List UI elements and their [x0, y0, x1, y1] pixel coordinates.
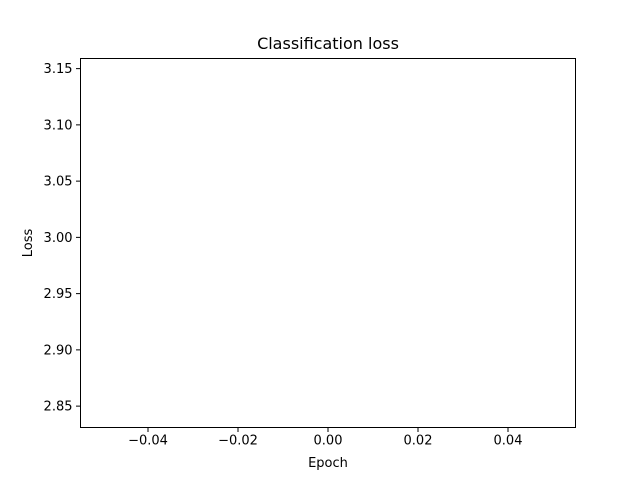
- y-tick-label: 3.00: [44, 231, 73, 246]
- plot-frame: [80, 58, 576, 428]
- y-tick-label: 2.95: [44, 287, 73, 302]
- x-tick-label: −0.04: [128, 434, 168, 449]
- chart-title: Classification loss: [257, 34, 399, 53]
- x-tick-label: 0.02: [404, 434, 433, 449]
- x-tick-label: −0.02: [218, 434, 258, 449]
- x-axis-ticks: −0.04 −0.02 0.00 0.02 0.04: [128, 427, 523, 449]
- y-axis-label: Loss: [21, 229, 36, 258]
- x-axis-label: Epoch: [308, 456, 348, 471]
- y-tick-label: 2.90: [44, 343, 73, 358]
- y-tick-label: 3.05: [44, 175, 73, 190]
- x-tick-label: 0.00: [314, 434, 343, 449]
- y-tick-label: 3.15: [44, 62, 73, 77]
- x-tick-label: 0.04: [494, 434, 523, 449]
- y-axis-ticks: 2.85 2.90 2.95 3.00 3.05 3.10 3.15: [44, 62, 81, 415]
- y-tick-label: 3.10: [44, 118, 73, 133]
- y-tick-label: 2.85: [44, 400, 73, 415]
